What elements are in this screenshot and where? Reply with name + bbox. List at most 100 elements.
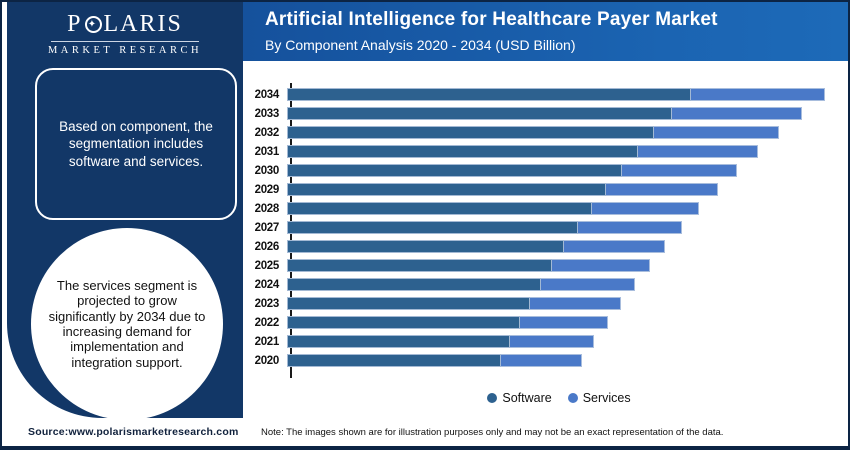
software-bar-segment (287, 107, 673, 120)
year-label: 2023 (254, 297, 280, 310)
services-bar-segment (637, 145, 758, 158)
bar-row-2032: 2032 (243, 126, 848, 139)
software-bar-segment (287, 240, 565, 253)
services-bar-segment (691, 88, 825, 101)
software-bar-segment (287, 164, 623, 177)
stacked-bar-plot: 2034 2033 2032 2031 2030 2029 2028 2027 2026 2025… (243, 88, 848, 373)
year-label: 2020 (254, 354, 280, 367)
year-label: 2028 (254, 202, 280, 215)
sidebar: P ✦ LARIS MARKET RESEARCH Based on compone… (7, 2, 243, 420)
software-bar-segment (287, 202, 593, 215)
source-link[interactable]: Source:www.polarismarketresearch.com (28, 426, 239, 438)
year-label: 2026 (254, 240, 280, 253)
compass-star-icon: ✦ (84, 16, 102, 33)
services-bar-segment (653, 126, 779, 139)
year-label: 2034 (254, 88, 280, 101)
bar-row-2030: 2030 (243, 164, 848, 177)
bar-track (287, 88, 825, 101)
bar-track (287, 316, 825, 329)
bar-track (287, 297, 825, 310)
logo-text-prefix: P (67, 11, 83, 37)
software-bar-segment (287, 145, 638, 158)
year-label: 2021 (254, 335, 280, 348)
chart-legend: Software Services (290, 391, 828, 405)
year-label: 2022 (254, 316, 280, 329)
services-growth-callout-text: The services segment is projected to gro… (48, 278, 206, 370)
software-bar-segment (287, 88, 692, 101)
software-bar-segment (287, 335, 510, 348)
services-bar-segment (509, 335, 594, 348)
services-legend-dot-icon (567, 393, 578, 403)
year-label: 2033 (254, 107, 280, 120)
legend-label: Software (502, 391, 552, 405)
software-bar-segment (287, 183, 607, 196)
page-title: Artificial Intelligence for Healthcare P… (265, 9, 718, 30)
header-band: Artificial Intelligence for Healthcare P… (243, 2, 848, 61)
bar-row-2022: 2022 (243, 316, 848, 329)
software-bar-segment (287, 316, 520, 329)
footer-strip: Source:www.polarismarketresearch.com Not… (2, 418, 848, 446)
services-bar-segment (672, 107, 803, 120)
services-bar-segment (519, 316, 609, 329)
polaris-logo: P ✦ LARIS MARKET RESEARCH (7, 11, 243, 56)
year-label: 2025 (254, 259, 280, 272)
year-label: 2024 (254, 278, 280, 291)
software-bar-segment (287, 259, 553, 272)
software-bar-segment (287, 297, 531, 310)
services-bar-segment (622, 164, 738, 177)
services-growth-callout-circle: The services segment is projected to gro… (31, 228, 223, 420)
bar-track (287, 164, 825, 177)
legend-label: Services (582, 391, 631, 405)
segmentation-callout-box: Based on component, the segmentation inc… (35, 68, 237, 220)
bar-row-2033: 2033 (243, 107, 848, 120)
bar-row-2023: 2023 (243, 297, 848, 310)
chart-panel: 2034 2033 2032 2031 2030 2029 2028 2027 2026 2025… (243, 61, 848, 418)
services-bar-segment (552, 259, 651, 272)
services-bar-segment (592, 202, 700, 215)
bar-row-2026: 2026 (243, 240, 848, 253)
logo-wordmark: P ✦ LARIS (7, 11, 243, 38)
services-bar-segment (530, 297, 622, 310)
software-bar-segment (287, 126, 654, 139)
legend-item-software: Software (487, 391, 552, 405)
segmentation-callout-text: Based on component, the segmentation inc… (59, 118, 213, 169)
bar-track (287, 202, 825, 215)
software-bar-segment (287, 221, 579, 234)
bar-track (287, 240, 825, 253)
bar-track (287, 145, 825, 158)
legend-item-services: Services (567, 391, 631, 405)
bar-track (287, 183, 825, 196)
bar-row-2028: 2028 (243, 202, 848, 215)
bar-track (287, 107, 825, 120)
bar-track (287, 126, 825, 139)
services-bar-segment (606, 183, 718, 196)
page-subtitle: By Component Analysis 2020 - 2034 (USD B… (265, 37, 576, 53)
logo-tagline: MARKET RESEARCH (47, 45, 203, 56)
bar-row-2031: 2031 (243, 145, 848, 158)
bar-track (287, 259, 825, 272)
year-label: 2030 (254, 164, 280, 177)
bar-track (287, 221, 825, 234)
bar-track (287, 278, 825, 291)
year-label: 2027 (254, 221, 280, 234)
bar-row-2020: 2020 (243, 354, 848, 367)
bar-row-2027: 2027 (243, 221, 848, 234)
software-bar-segment (287, 354, 502, 367)
services-bar-segment (540, 278, 636, 291)
logo-text-suffix: LARIS (103, 11, 183, 37)
logo-divider (51, 41, 199, 42)
software-bar-segment (287, 278, 541, 291)
year-label: 2031 (254, 145, 280, 158)
bar-row-2021: 2021 (243, 335, 848, 348)
bar-row-2025: 2025 (243, 259, 848, 272)
bar-row-2034: 2034 (243, 88, 848, 101)
disclaimer-note: Note: The images shown are for illustrat… (261, 427, 724, 438)
year-label: 2032 (254, 126, 280, 139)
year-label: 2029 (254, 183, 280, 196)
bar-row-2024: 2024 (243, 278, 848, 291)
services-bar-segment (578, 221, 682, 234)
bar-track (287, 335, 825, 348)
bar-track (287, 354, 825, 367)
software-legend-dot-icon (487, 393, 498, 403)
